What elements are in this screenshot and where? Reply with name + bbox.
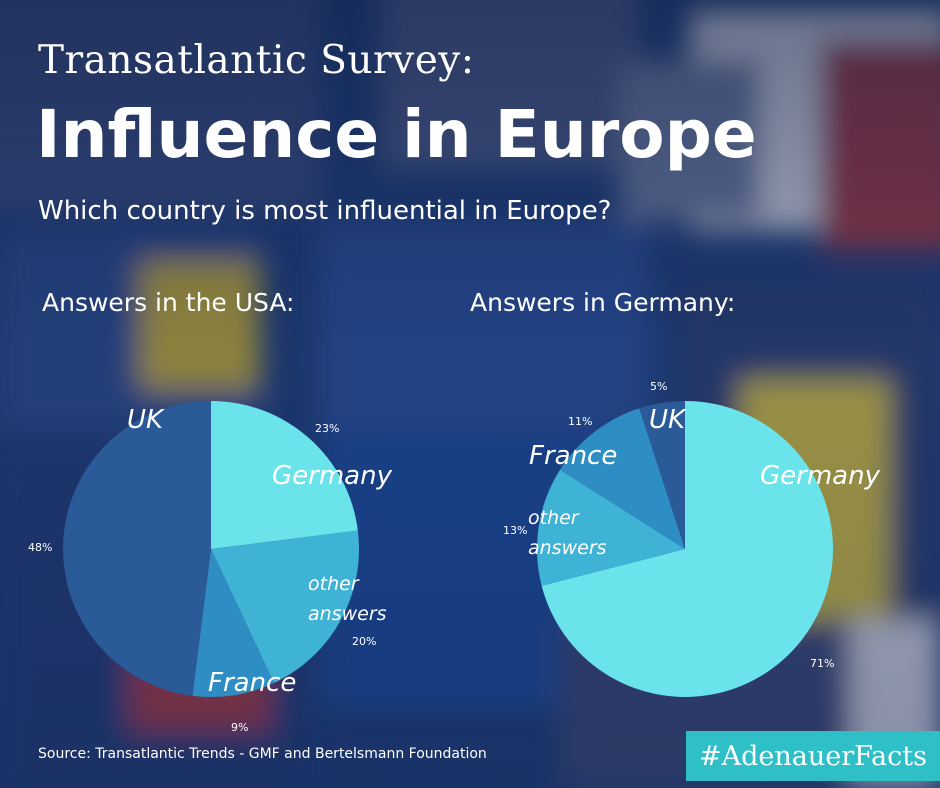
page-title: Influence in Europe [36,96,757,173]
slice-label-germany-uk: UK [649,405,687,435]
slice-value-usa-germany: 23% [315,422,339,435]
page-subtitle: Which country is most influential in Eur… [38,196,612,226]
slice-label-germany-france: France [529,441,617,471]
pie-slice-germany-germany [541,401,833,697]
slice-label-usa-other-answers: other answers [308,573,387,625]
slice-label-usa-france: France [208,668,296,698]
pie-slice-germany-france [560,408,685,549]
pretitle: Transatlantic Survey: [38,38,475,83]
hashtag-badge: #AdenauerFacts [686,731,940,781]
slice-value-usa-uk: 48% [28,541,52,554]
source-note: Source: Transatlantic Trends - GMF and B… [38,746,487,762]
pie-slice-germany-uk [639,400,685,549]
slice-value-usa-france: 9% [231,721,248,734]
slice-value-germany-germany: 71% [810,657,834,670]
pie-slice-germany-other-answers [537,469,685,586]
slice-label-usa-uk: UK [127,405,165,435]
slice-label-germany-germany: Germany [760,461,881,491]
pie-slice-usa-france [192,549,275,697]
slice-label-usa-germany: Germany [272,461,393,491]
pie-slice-usa-germany [211,401,358,549]
slice-value-germany-other-answers: 13% [503,524,527,537]
slice-value-germany-france: 11% [568,415,592,428]
chart-title-usa: Answers in the USA: [42,288,295,317]
chart-title-germany: Answers in Germany: [470,288,736,317]
slice-value-germany-uk: 5% [650,380,667,393]
slice-value-usa-other-answers: 20% [352,635,376,648]
pie-slice-usa-other-answers [211,530,359,683]
slice-label-germany-other-answers: other answers [528,507,607,559]
pie-slice-usa-uk [63,401,211,696]
